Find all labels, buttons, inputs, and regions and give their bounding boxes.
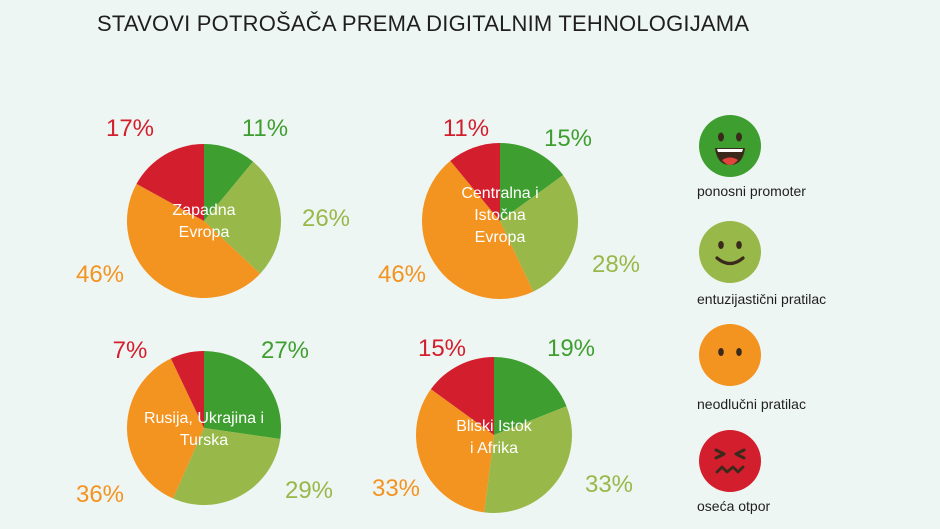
otpor-slice (430, 357, 494, 435)
pie-charts: 11% 26% 46% 17% Zapadna Evropa 15% 28% 46% 11% Cen… (76, 115, 640, 513)
neodlucni-slice (416, 389, 494, 513)
region-label: Centralna i (461, 185, 538, 202)
percent-label: 11% (443, 115, 489, 142)
region-label: Turska (180, 432, 228, 449)
percent-label: 33% (585, 471, 633, 498)
neodlucni-slice (126, 358, 204, 499)
percent-label: 17% (106, 115, 154, 142)
legend-label-pratilac: entuzijastični pratilac (697, 291, 827, 307)
pie-chart-3: 27% 29% 36% 7% Rusija, Ukrajina i Turska (76, 337, 333, 508)
region-label: Bliski Istok (456, 418, 533, 435)
promoter-slice (500, 143, 564, 221)
percent-label: 46% (76, 261, 124, 288)
percent-label: 15% (544, 125, 592, 152)
pie-chart-2: 15% 28% 46% 11% Centralna i Istočna Evropa (378, 115, 640, 300)
pie-chart-1: 11% 26% 46% 17% Zapadna Evropa (76, 115, 350, 299)
smiling-face-icon (699, 221, 761, 283)
region-label: Zapadna (172, 202, 235, 219)
percent-label: 33% (372, 475, 420, 502)
laughing-face-icon (699, 115, 761, 177)
promoter-slice (494, 357, 567, 435)
pratilac-slice (484, 406, 572, 513)
region-label: Rusija, Ukrajina i (144, 410, 264, 427)
pie-chart-4: 19% 33% 33% 15% Bliski Istok i Afrika (372, 335, 633, 513)
percent-label: 19% (547, 335, 595, 362)
percent-label: 15% (418, 335, 466, 362)
neodlucni-slice (421, 160, 534, 300)
region-label: i Afrika (470, 440, 518, 457)
pratilac-slice (204, 161, 281, 274)
promoter-slice (204, 351, 282, 439)
chart-title: STAVOVI POTROŠAČA PREMA DIGITALNIM TEHNO… (97, 11, 750, 36)
percent-label: 11% (242, 115, 288, 142)
percent-label: 28% (592, 251, 640, 278)
otpor-slice (136, 144, 204, 221)
promoter-slice (204, 144, 254, 221)
region-label: Evropa (179, 224, 230, 241)
legend-label-otpor: oseća otpor (697, 498, 771, 514)
percent-label: 26% (302, 205, 350, 232)
percent-label: 29% (285, 477, 333, 504)
percent-label: 27% (261, 337, 309, 364)
otpor-slice (170, 351, 204, 428)
frustrated-face-icon (699, 430, 761, 492)
percent-label: 46% (378, 261, 426, 288)
legend-label-neodlucni: neodlučni pratilac (697, 396, 806, 412)
pratilac-slice (173, 428, 281, 506)
otpor-slice (450, 143, 500, 221)
region-label: Evropa (475, 229, 526, 246)
neodlucni-slice (126, 183, 261, 299)
neutral-face-icon (699, 324, 761, 386)
legend-label-promoter: ponosni promoter (697, 183, 806, 199)
percent-label: 7% (113, 337, 148, 364)
percent-label: 36% (76, 481, 124, 508)
pratilac-slice (500, 175, 579, 292)
region-label: Istočna (474, 207, 526, 224)
